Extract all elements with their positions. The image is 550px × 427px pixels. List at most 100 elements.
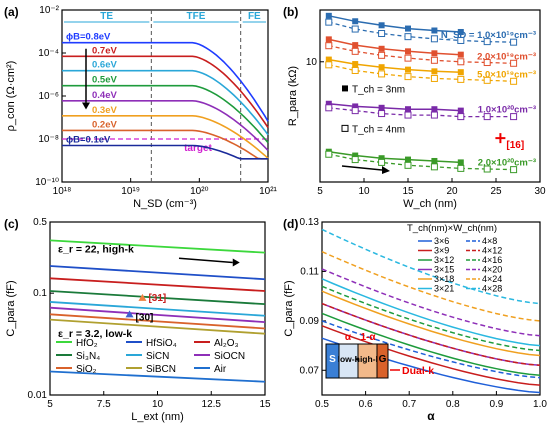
panel-b-marker-4nm [351,47,359,55]
panel-b-reference-marker [495,133,506,144]
panel-a-ylabel: ρ_con (Ω·cm²) [5,61,17,132]
panel-b-series-label: N_SD = 1.0×10¹⁹cm⁻³ [441,30,536,41]
panel-b-marker-4nm [457,58,465,66]
panel-a-series-label: 0.3eV [92,105,117,116]
panel-b-curve-3nm [328,38,461,56]
panel-b-marker-4nm [430,163,438,171]
panel-b-marker-3nm [405,156,411,163]
panel-d-inset-lowk-label: low-k [338,354,360,364]
panel-a-region-label: TFE [187,11,206,22]
panel-b-marker-4nm [483,38,491,46]
panel-d-inset-gate-label: G [379,354,387,365]
panel-d-inset-alpha: α [345,332,352,343]
panel-c-ref31-label: [31] [148,293,166,304]
panel-b-trend-arrowhead [382,166,390,174]
panel-c-ytick-label: 0.01 [28,390,48,401]
panel-a-xtick-label: 10¹⁸ [53,186,72,197]
panel-c-curve [49,301,266,317]
panel-b-xtick-label: 15 [402,186,414,197]
panel-b-marker-3nm [378,22,385,29]
panel-c-legend-label: HfO₂ [76,338,98,349]
panel-b-marker-4nm [325,150,333,158]
panel-b-label: (b) [283,5,298,19]
panel-a-ytick-label: 10⁻² [39,5,59,16]
panel-d-inset-gate [376,343,389,379]
panel-b-marker-3nm [457,28,464,35]
panel-c-legend-label: SiO₂ [76,364,97,375]
panel-b-legend-marker-3nm [342,85,348,92]
panel-b-marker-4nm [351,107,359,115]
panel-d-frame [321,221,541,396]
panel-b-marker-3nm [457,51,464,58]
panel-c-xlabel: L_ext (nm) [131,411,184,423]
panel-b-curve-3nm [328,103,461,112]
panel-b-marker-4nm [378,51,386,59]
panel-d-curve [321,251,541,322]
panel-b-marker-4nm [404,111,412,119]
panel-b-marker-4nm [457,164,465,172]
panel-b-marker-3nm [431,27,438,34]
panel-b-marker-3nm [325,56,332,63]
panel-b-marker-4nm [351,156,359,164]
panel-d-curve [321,228,541,305]
panel-b-marker-4nm [510,113,518,121]
panel-c-curve [49,265,266,281]
panel-b-xtick-label: 5 [317,186,323,197]
panel-b-marker-3nm [325,36,332,43]
panel-c-label: (c) [4,217,19,231]
panel-b-marker-4nm [510,59,518,67]
panel-a-trend-arrowhead [82,102,90,110]
panel-d-label: (d) [283,217,298,231]
panel-b-marker-4nm [378,70,386,78]
panel-d-legend-label: 3×18 [434,274,454,284]
panel-d-legend-label: 4×16 [482,255,502,265]
panel-d-legend-label: 4×28 [482,284,502,294]
panel-b-marker-4nm [510,77,518,85]
panel-b-curve-3nm [328,58,461,73]
panel-c-ylabel: C_para (fF) [5,280,17,336]
panel-c-xtick-label: 7.5 [97,399,111,410]
panel-c-xtick-label: 15 [259,399,271,410]
panel-d-legend-label: 3×9 [434,246,449,256]
panel-d-inset-source-label: S [329,354,336,365]
panel-b-marker-4nm [457,36,465,44]
panel-a-label: (a) [4,5,19,19]
panel-b-marker-4nm [483,113,491,121]
panel-d-ytick-label: 0.07 [300,365,320,376]
panel-b-marker-3nm [325,100,332,107]
panel-b-xtick-label: 25 [490,186,502,197]
panel-b-marker-3nm [431,106,438,113]
panel-a-xlabel: N_SD (cm⁻³) [133,198,197,210]
panel-b-marker-3nm [325,12,332,19]
panel-b-marker-4nm [325,61,333,69]
panel-b-marker-4nm [430,56,438,64]
panel-b-xtick-label: 10 [358,186,370,197]
panel-b-marker-4nm [351,66,359,74]
panel-b-marker-3nm [378,64,385,71]
panel-d-curve [321,278,541,347]
panel-b-curve-4nm [328,64,514,82]
panel-d-ylabel: C_para (fF) [283,280,295,336]
panel-a-ytick-label: 10⁻⁴ [38,48,59,59]
panel-a-curve [62,144,268,160]
panel-a-series-label: 0.7eV [92,45,117,56]
panel-b-marker-3nm [457,159,464,166]
panel-a-ytick-label: 10⁻⁶ [38,91,59,102]
panel-a-series-label: 0.4eV [92,90,117,101]
panel-b-marker-3nm [378,104,385,111]
panel-c-curve [49,239,266,254]
panel-b-marker-3nm [431,157,438,164]
panel-c-curve [49,306,266,323]
panel-d-curve [321,285,541,352]
panel-b-reference-label: [16] [506,140,524,151]
panel-a-ytick-label: 10⁻⁸ [38,134,59,145]
panel-a-target-label: target [184,143,212,154]
panel-a-curve [62,69,269,136]
panel-b-marker-4nm [404,33,412,41]
panel-b-marker-3nm [457,69,464,76]
panel-c-legend-label: Si₃N₄ [76,351,100,362]
panel-a-curve [62,84,269,144]
panel-b-marker-4nm [510,38,518,46]
panel-b-marker-4nm [404,54,412,62]
